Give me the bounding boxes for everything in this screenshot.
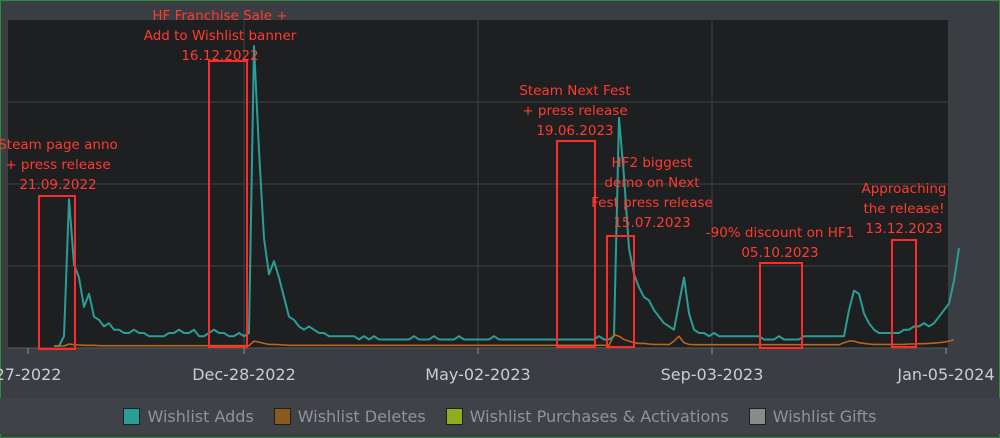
legend-item-wishlist-deletes[interactable]: Wishlist Deletes: [273, 406, 426, 426]
annotation-line: -90% discount on HF1: [706, 225, 855, 241]
annotation-line: demo on Next: [604, 175, 699, 191]
annotation-label: -90% discount on HF1 05.10.2023: [706, 225, 855, 261]
x-axis-ticks: 27-2022 Dec-28-2022 May-02-2023 Sep-03-2023…: [0, 348, 995, 384]
annotation-line: 05.10.2023: [741, 245, 818, 261]
legend-swatch: [445, 407, 463, 425]
x-tick-label: Jan-05-2024: [896, 365, 994, 384]
annotation-box: [891, 239, 917, 348]
legend-swatch: [273, 407, 291, 425]
annotation-line: Approaching: [861, 181, 946, 197]
series-line-wishlist-adds: [54, 45, 960, 347]
legend-label: Wishlist Purchases & Activations: [469, 406, 729, 426]
annotation-line: 15.07.2023: [613, 215, 690, 231]
annotation-box: [556, 140, 596, 348]
x-tick-label: 27-2022: [0, 365, 61, 384]
legend-swatch: [123, 407, 141, 425]
annotation-box: [759, 262, 803, 349]
annotation-line: Add to Wishlist banner: [144, 28, 297, 44]
annotations: Steam page anno + press release 21.09.2022…: [0, 8, 947, 261]
annotation-line: 13.12.2023: [865, 221, 942, 237]
annotation-line: the release!: [863, 201, 944, 217]
x-tick-label: Sep-03-2023: [661, 365, 764, 384]
annotation-label: Steam Next Fest + press release 19.06.2023: [519, 83, 630, 139]
legend-item-wishlist-gifts[interactable]: Wishlist Gifts: [748, 406, 877, 426]
annotation-line: 16.12.2022: [181, 48, 258, 64]
x-tick-label: May-02-2023: [425, 365, 530, 384]
legend-item-wishlist-adds[interactable]: Wishlist Adds: [123, 406, 254, 426]
annotation-line: HF Franchise Sale +: [152, 8, 287, 24]
annotation-line: 21.09.2022: [19, 177, 96, 193]
wishlist-chart: 27-2022 Dec-28-2022 May-02-2023 Sep-03-2023…: [0, 8, 995, 384]
annotation-boxes: [38, 60, 917, 350]
legend-label: Wishlist Adds: [147, 406, 254, 426]
series-line-wishlist-deletes: [54, 333, 955, 347]
legend-swatch: [748, 407, 766, 425]
series-lines: [54, 45, 960, 347]
annotation-box: [38, 195, 76, 350]
annotation-line: Fest press release: [591, 195, 713, 211]
annotation-label: HF Franchise Sale + Add to Wishlist banne…: [144, 8, 297, 64]
annotation-line: Steam Next Fest: [519, 83, 630, 99]
legend-item-wishlist-purchases[interactable]: Wishlist Purchases & Activations: [445, 406, 729, 426]
annotation-label: HF2 biggest demo on Next Fest press releas…: [591, 155, 713, 231]
legend-label: Wishlist Deletes: [297, 406, 426, 426]
annotation-box: [606, 235, 635, 348]
annotation-label: Steam page anno + press release 21.09.2022: [0, 137, 118, 193]
annotation-line: 19.06.2023: [536, 123, 613, 139]
annotation-box: [208, 60, 248, 348]
legend: Wishlist Adds Wishlist Deletes Wishlist …: [0, 398, 1000, 434]
annotation-line: + press release: [5, 157, 110, 173]
annotation-line: HF2 biggest: [612, 155, 693, 171]
annotation-line: + press release: [522, 103, 627, 119]
legend-label: Wishlist Gifts: [772, 406, 877, 426]
x-tick-label: Dec-28-2022: [192, 365, 296, 384]
annotation-line: Steam page anno: [0, 137, 118, 153]
annotation-label: Approaching the release! 13.12.2023: [861, 181, 946, 237]
